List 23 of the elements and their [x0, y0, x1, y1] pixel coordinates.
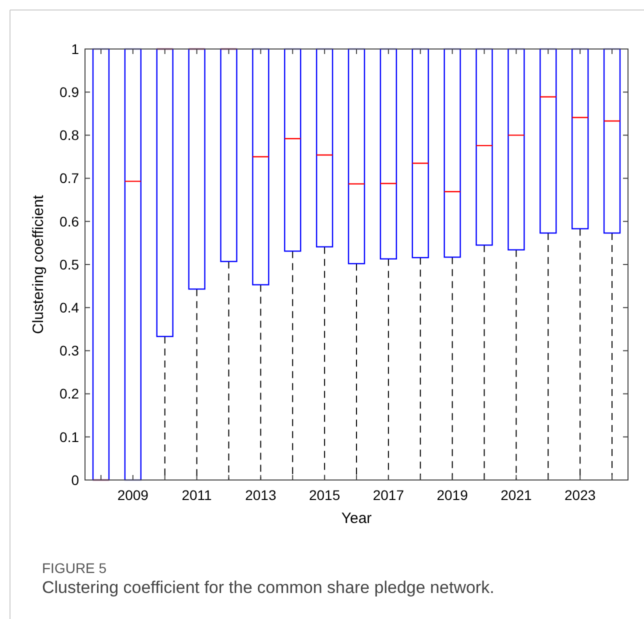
x-tick-label: 2011	[182, 487, 212, 503]
y-tick-label: 0.3	[60, 342, 80, 359]
y-tick-label: 1	[71, 40, 80, 57]
caption: FIGURE 5	[42, 560, 107, 576]
x-tick-label: 2021	[500, 487, 532, 503]
x-tick-label: 2009	[117, 487, 149, 503]
y-tick-label: 0.2	[60, 386, 80, 402]
y-axis-title: Clustering coefficient	[30, 194, 47, 334]
x-axis-title: Year	[341, 510, 372, 527]
y-tick-label: 0	[71, 472, 80, 488]
y-tick-label: 0.7	[60, 170, 80, 186]
y-tick-label: 0.9	[60, 84, 80, 100]
x-tick-label: 2013	[245, 487, 276, 503]
y-tick-label: 0.5	[60, 256, 80, 272]
x-tick-label: 2015	[308, 487, 340, 503]
y-tick-label: 0.4	[60, 300, 80, 316]
y-tick-label: 0.6	[60, 213, 80, 230]
x-tick-label: 2017	[372, 487, 404, 503]
y-tick-label: 0.1	[60, 428, 80, 445]
x-tick-label: 2023	[564, 487, 596, 503]
x-tick-label: 2019	[436, 487, 468, 503]
y-tick-label: 0.8	[60, 127, 80, 144]
text: Clustering coefficient for the common share pledge network.	[42, 578, 494, 597]
